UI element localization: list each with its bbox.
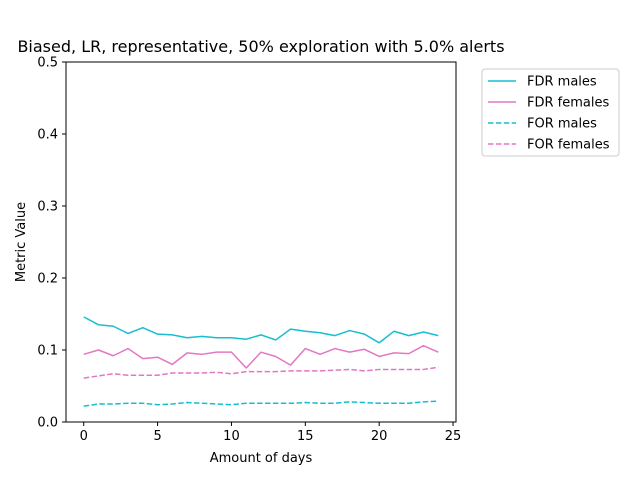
y-axis-label: Metric Value [14, 202, 29, 282]
series-line-fdr-males [83, 316, 439, 344]
y-tick-label: 0.3 [37, 200, 58, 215]
series-line-for-males [83, 400, 439, 407]
legend-label-fdr-males: FDR males [527, 75, 597, 90]
y-tick-label: 0.5 [37, 56, 58, 71]
legend: FDR males FDR females FOR males FOR females [481, 68, 620, 157]
y-tick-label: 0.0 [37, 416, 58, 431]
legend-items: FDR males FDR females FOR males FOR females [488, 75, 610, 153]
x-tick-label: 15 [297, 429, 314, 444]
plot-frame [65, 61, 457, 423]
y-axis: 0.0 0.1 0.2 0.3 0.4 0.5 [37, 56, 66, 431]
legend-frame [481, 68, 620, 157]
legend-label-for-males: FOR males [527, 117, 597, 132]
x-axis-label: Amount of days [210, 451, 313, 466]
series-line-fdr-females [83, 344, 439, 369]
x-tick-label: 5 [153, 429, 161, 444]
chart-title: Biased, LR, representative, 50% explorat… [17, 37, 504, 56]
x-tick-label: 0 [80, 429, 88, 444]
x-tick-label: 10 [223, 429, 240, 444]
y-tick-label: 0.1 [37, 344, 58, 359]
x-tick-label: 25 [445, 429, 462, 444]
series-line-for-females [83, 366, 439, 379]
x-tick-label: 20 [371, 429, 388, 444]
legend-label-fdr-females: FDR females [527, 96, 609, 111]
legend-label-for-females: FOR females [527, 138, 610, 153]
y-tick-label: 0.2 [37, 272, 58, 287]
y-tick-label: 0.4 [37, 128, 58, 143]
series-layer [83, 316, 439, 407]
x-axis: 0 5 10 15 20 25 [80, 422, 462, 444]
